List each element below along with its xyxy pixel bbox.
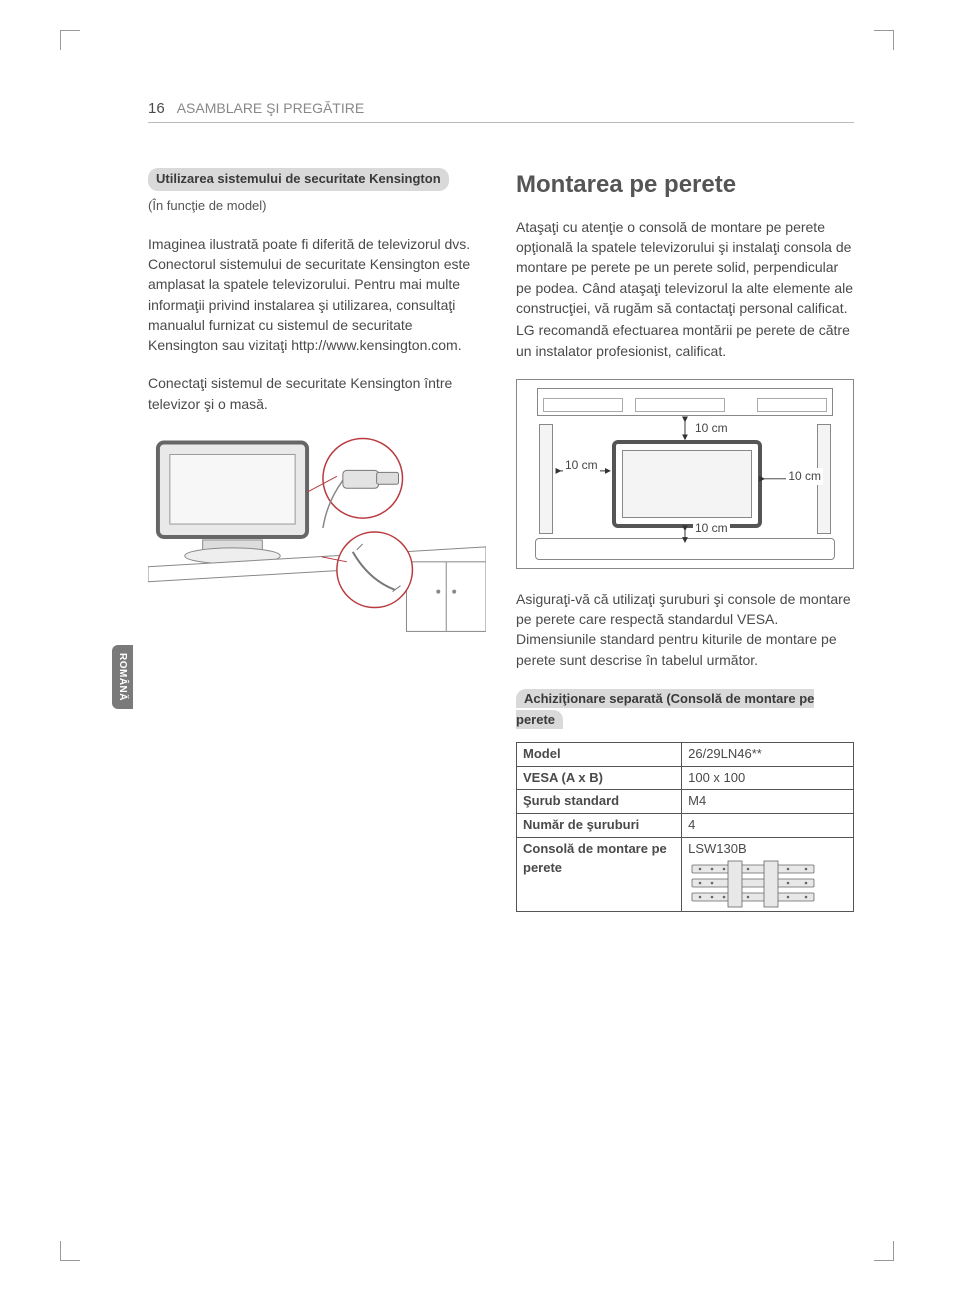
crop-mark	[874, 1241, 894, 1261]
clearance-label-right: 10 cm	[786, 468, 823, 485]
spec-label: Consolă de montare pe perete	[517, 838, 682, 912]
spec-value: LSW130B	[682, 838, 854, 912]
header-rule	[148, 122, 854, 123]
spec-label: Model	[517, 742, 682, 766]
clearance-label-top: 10 cm	[693, 420, 730, 437]
wall-mount-spec-table: Model 26/29LN46** VESA (A x B) 100 x 100…	[516, 742, 854, 912]
kensington-subnote: (În funcţie de model)	[148, 197, 486, 216]
table-row: Consolă de montare pe perete LSW130B	[517, 838, 854, 912]
table-row: Şurub standard M4	[517, 790, 854, 814]
spec-value: 26/29LN46**	[682, 742, 854, 766]
wall-mount-clearance-illustration: 10 cm 10 cm 10 cm 10 cm	[516, 379, 854, 569]
section-header: ASAMBLARE ŞI PREGĂTIRE	[177, 100, 365, 116]
wall-bracket-icon	[688, 859, 818, 909]
spec-label: Şurub standard	[517, 790, 682, 814]
spec-value: 4	[682, 814, 854, 838]
spec-label: Număr de şuruburi	[517, 814, 682, 838]
table-row: Model 26/29LN46**	[517, 742, 854, 766]
spec-value: M4	[682, 790, 854, 814]
crop-mark	[60, 30, 80, 50]
separate-purchase-pill: Achiziţionare separată (Consolă de monta…	[516, 689, 814, 729]
kensington-para-1: Imaginea ilustrată poate fi diferită de …	[148, 234, 486, 356]
page-header: 16 ASAMBLARE ŞI PREGĂTIRE	[148, 100, 364, 117]
left-column: Utilizarea sistemului de securitate Kens…	[148, 168, 486, 1231]
kensington-para-2: Conectaţi sistemul de securitate Kensing…	[148, 373, 486, 414]
clearance-label-left: 10 cm	[563, 457, 600, 474]
wall-mount-para-3: Asiguraţi-vă că utilizaţi şuruburi şi co…	[516, 589, 854, 670]
language-tab: ROMÂNĂ	[112, 645, 133, 709]
spec-value: 100 x 100	[682, 766, 854, 790]
kensington-illustration	[148, 432, 486, 632]
kensington-heading-pill: Utilizarea sistemului de securitate Kens…	[148, 168, 449, 191]
wall-mount-para-1: Ataşaţi cu atenţie o consolă de montare …	[516, 217, 854, 318]
wall-mount-title: Montarea pe perete	[516, 168, 854, 203]
crop-mark	[874, 30, 894, 50]
bracket-model: LSW130B	[688, 840, 847, 859]
table-row: Număr de şuruburi 4	[517, 814, 854, 838]
wall-mount-para-2: LG recomandă efectuarea montării pe pere…	[516, 320, 854, 361]
spec-label: VESA (A x B)	[517, 766, 682, 790]
table-row: VESA (A x B) 100 x 100	[517, 766, 854, 790]
right-column: Montarea pe perete Ataşaţi cu atenţie o …	[516, 168, 854, 1231]
clearance-label-bottom: 10 cm	[693, 520, 730, 537]
page-number: 16	[148, 100, 165, 117]
crop-mark	[60, 1241, 80, 1261]
